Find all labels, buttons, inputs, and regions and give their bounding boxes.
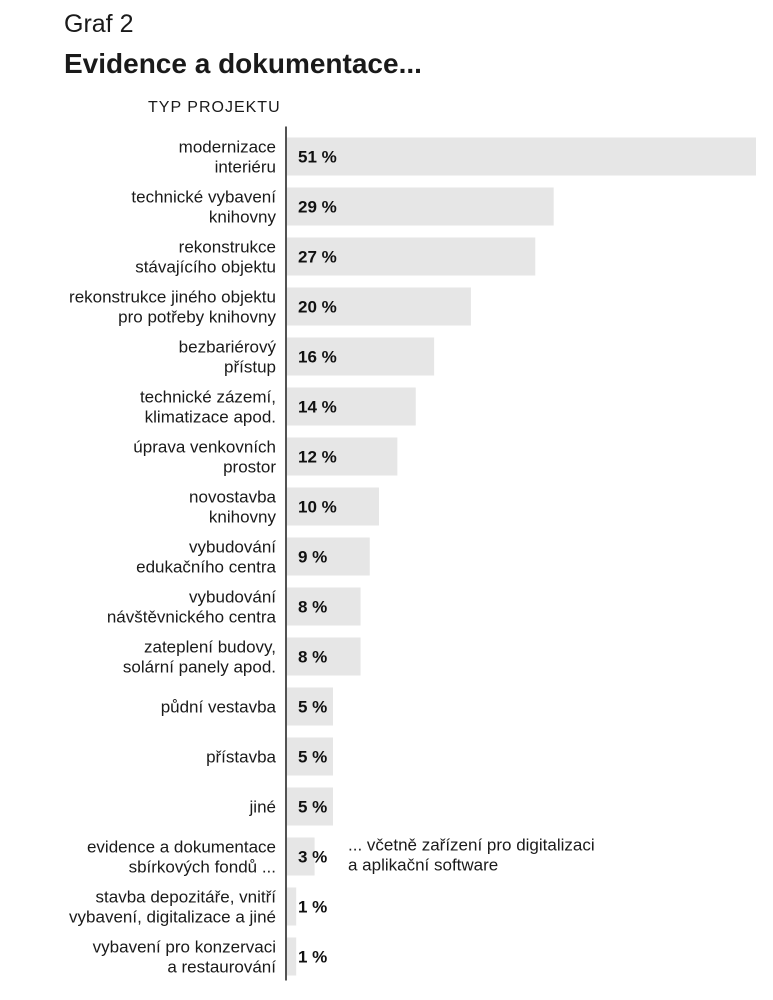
annotation-note: ... včetně zařízení pro digitalizaci a ap… xyxy=(348,836,595,875)
bar xyxy=(287,337,435,376)
bar-value-label: 29 % xyxy=(298,198,337,217)
category-label: bezbariérový přístup xyxy=(179,338,277,377)
category-label: jiné xyxy=(249,798,276,817)
bar xyxy=(287,387,416,426)
category-label: vybavení pro konzervaci a restaurování xyxy=(93,938,277,977)
category-label: technické vybavení knihovny xyxy=(131,188,276,227)
bar xyxy=(287,937,297,976)
bar xyxy=(287,237,536,276)
bar xyxy=(287,787,333,826)
category-label: půdní vestavba xyxy=(161,698,277,717)
category-label: rekonstrukce stávajícího objektu xyxy=(135,238,276,277)
category-label: přístavba xyxy=(206,748,276,767)
category-label: zateplení budovy, solární panely apod. xyxy=(123,638,276,677)
bar xyxy=(287,837,315,876)
bar xyxy=(287,487,379,526)
bar xyxy=(287,287,471,326)
bar-value-label: 5 % xyxy=(298,748,327,767)
bar xyxy=(287,437,398,476)
bar-value-label: 5 % xyxy=(298,798,327,817)
bar xyxy=(287,637,361,676)
bar-value-label: 10 % xyxy=(298,498,337,517)
category-label: vybudování návštěvnického centra xyxy=(107,588,277,627)
bar-value-label: 14 % xyxy=(298,398,337,417)
category-label: evidence a dokumentace sbírkových fondů .… xyxy=(87,838,276,877)
bar-value-label: 27 % xyxy=(298,248,337,267)
category-label: rekonstrukce jiného objektu pro potřeby k… xyxy=(69,288,276,327)
bar-value-label: 1 % xyxy=(298,948,327,967)
bar xyxy=(287,587,361,626)
bar xyxy=(287,137,756,176)
bar-value-label: 1 % xyxy=(298,898,327,917)
category-label: novostavba knihovny xyxy=(189,488,276,527)
category-label: stavba depozitáře, vnitří vybavení, digit… xyxy=(69,888,276,927)
bar-value-label: 8 % xyxy=(298,648,327,667)
bar-value-label: 3 % xyxy=(298,848,327,867)
bar-value-label: 9 % xyxy=(298,548,327,567)
category-label: technické zázemí, klimatizace apod. xyxy=(140,388,276,427)
bar xyxy=(287,737,333,776)
chart-title: Evidence a dokumentace... xyxy=(64,48,422,79)
bar-value-label: 5 % xyxy=(298,698,327,717)
bar-value-label: 51 % xyxy=(298,148,337,167)
bar xyxy=(287,687,333,726)
bar-value-label: 8 % xyxy=(298,598,327,617)
bar xyxy=(287,537,370,576)
bar xyxy=(287,887,297,926)
bar-value-label: 20 % xyxy=(298,298,337,317)
bar-value-label: 16 % xyxy=(298,348,337,367)
chart-number: Graf 2 xyxy=(64,10,134,38)
category-label: modernizace interiéru xyxy=(179,138,276,177)
category-label: úprava venkovních prostor xyxy=(133,438,276,477)
category-axis-title: TYP PROJEKTU xyxy=(148,99,281,116)
bar-value-label: 12 % xyxy=(298,448,337,467)
bar xyxy=(287,187,554,226)
category-label: vybudování edukačního centra xyxy=(136,538,276,577)
